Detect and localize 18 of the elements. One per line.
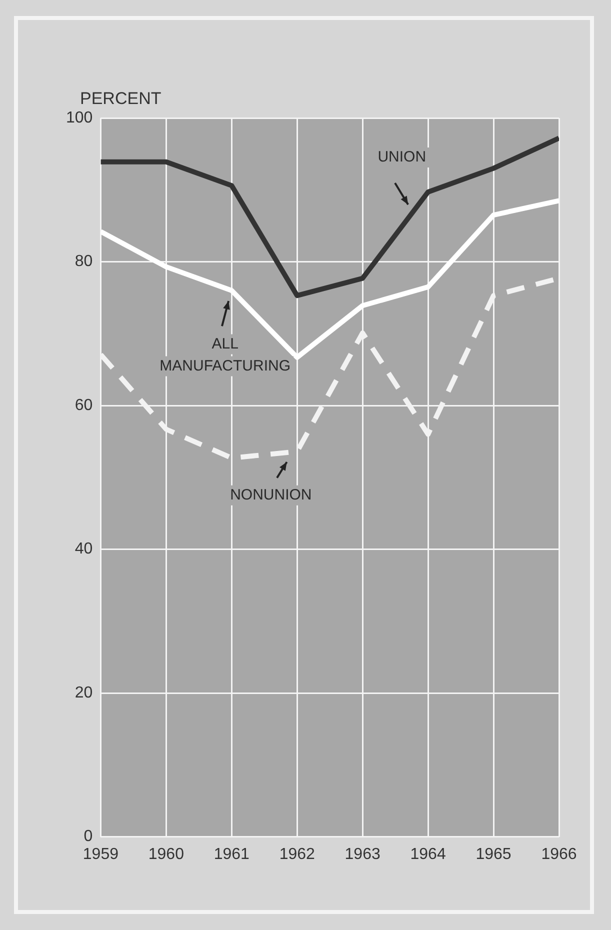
series-label: NONUNION xyxy=(230,486,312,504)
x-tick-label: 1963 xyxy=(344,846,380,863)
y-tick-label: 80 xyxy=(74,253,93,270)
y-axis-title: PERCENT xyxy=(80,89,162,108)
y-tick-label: 40 xyxy=(74,540,93,558)
y-tick-label: 60 xyxy=(74,396,93,414)
y-tick-label: 20 xyxy=(74,684,93,702)
x-tick-label: 1964 xyxy=(410,846,446,863)
x-tick-label: 1965 xyxy=(476,846,512,863)
x-tick-label: 1959 xyxy=(82,846,119,863)
y-tick-label: 100 xyxy=(66,109,93,126)
x-tick-label: 1962 xyxy=(279,846,316,863)
x-tick-label: 1961 xyxy=(214,846,250,863)
x-tick-label: 1960 xyxy=(148,846,184,863)
series-label: ALL MANUFACTURING xyxy=(160,335,291,374)
x-tick-label: 1966 xyxy=(541,846,577,863)
series-label: UNION xyxy=(378,148,426,166)
y-tick-label: 0 xyxy=(84,828,93,846)
